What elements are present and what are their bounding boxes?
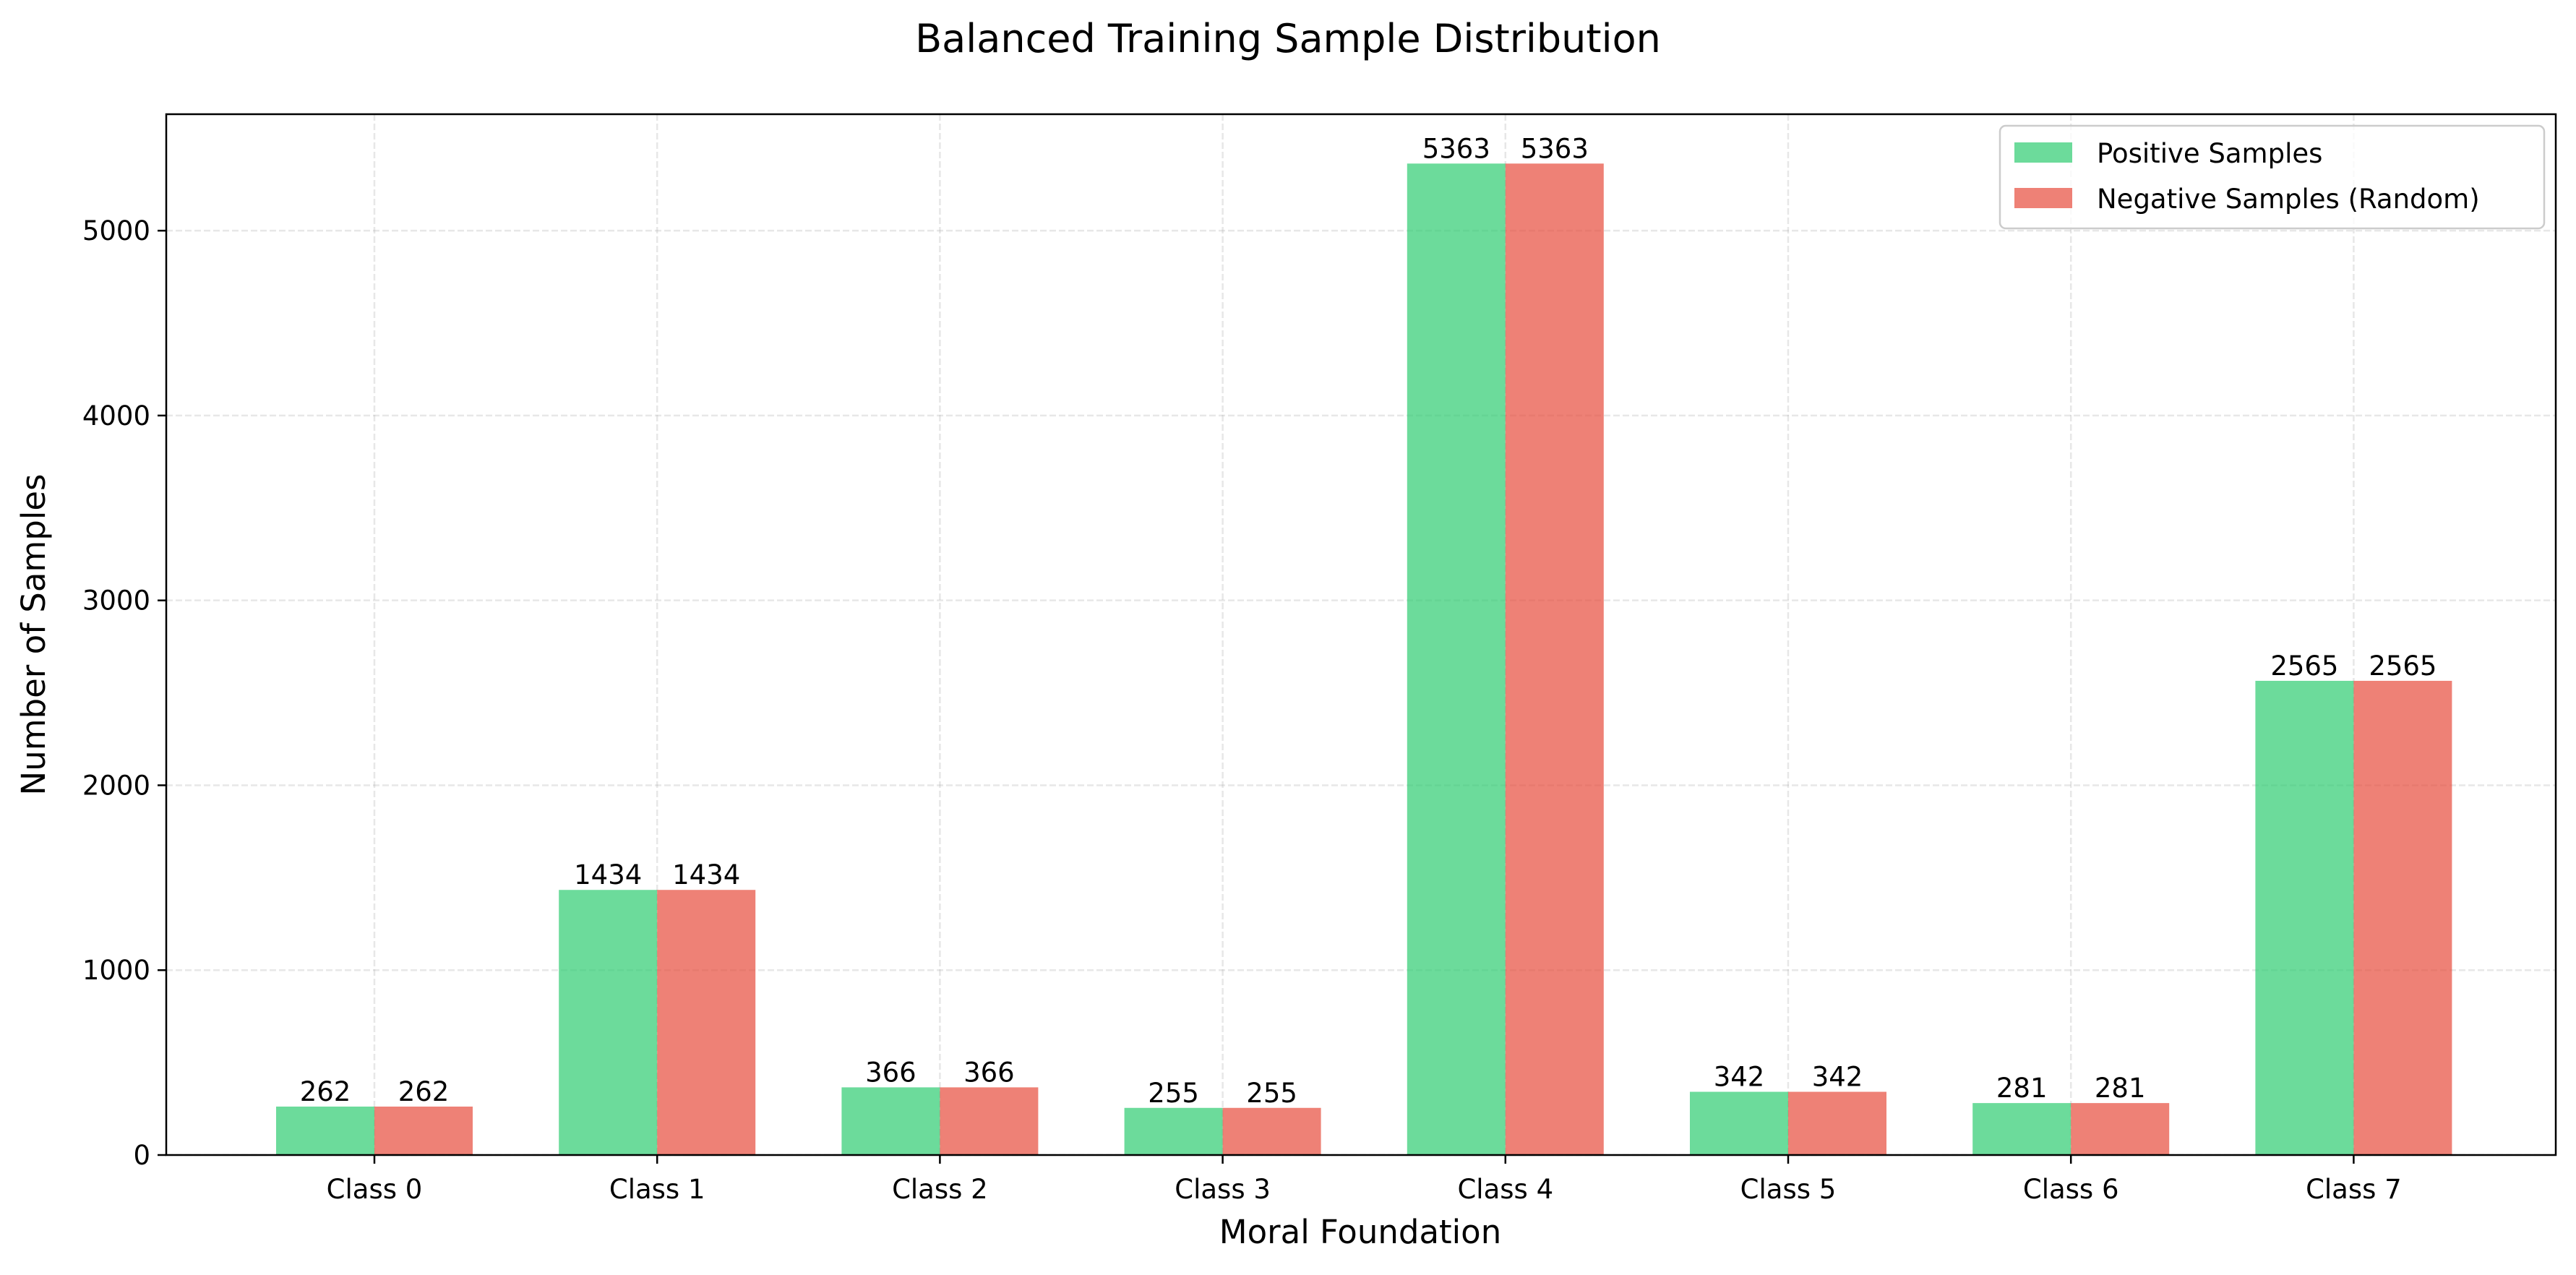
bar-positive: [559, 890, 658, 1155]
legend-swatch-positive: [2014, 142, 2072, 163]
bar-positive: [1972, 1103, 2071, 1155]
x-tick-label: Class 5: [1740, 1174, 1837, 1205]
legend-label-negative: Negative Samples (Random): [2097, 184, 2480, 215]
x-tick-label: Class 1: [609, 1174, 705, 1205]
bar-value-label: 5363: [1422, 133, 1490, 164]
x-tick-label: Class 3: [1175, 1174, 1271, 1205]
bar-value-label: 262: [398, 1076, 450, 1107]
data-labels: 262 1434 366 255 5363 342 281 2565 262 1434 366 255…: [300, 133, 2437, 1108]
bar-positive: [1407, 163, 1506, 1156]
bar-value-label: 1434: [574, 859, 642, 890]
legend-label-positive: Positive Samples: [2097, 138, 2322, 169]
x-axis-label: Moral Foundation: [1219, 1213, 1501, 1251]
bar-value-label: 281: [1996, 1073, 2048, 1104]
y-tick-label: 2000: [82, 770, 150, 801]
legend: Positive Samples Negative Samples (Rando…: [1998, 124, 2546, 230]
y-axis-label: Number of Samples: [14, 474, 53, 796]
bar-value-label: 342: [1714, 1062, 1765, 1093]
bar-negative: [657, 890, 756, 1155]
bar-value-label: 5363: [1521, 133, 1589, 164]
y-tick-label: 3000: [82, 585, 150, 617]
axes: 0 1000 2000 3000 4000 5000 Class 0 Class 1 Class…: [82, 215, 2402, 1205]
bar-positive: [841, 1087, 940, 1155]
bar-negative: [1222, 1107, 1321, 1155]
bar-positive: [1690, 1091, 1788, 1155]
x-tick-label: Class 6: [2023, 1174, 2119, 1205]
bar-negative: [940, 1087, 1039, 1155]
bar-value-label: 366: [865, 1057, 916, 1088]
bar-value-label: 366: [963, 1057, 1015, 1088]
bar-negative: [1505, 163, 1604, 1156]
bar-value-label: 255: [1148, 1078, 1199, 1109]
bar-value-label: 262: [300, 1076, 351, 1107]
bar-value-label: 2565: [2270, 651, 2338, 682]
bar-positive: [2255, 680, 2354, 1155]
bar-positive: [276, 1106, 374, 1155]
plot-area-frame: [165, 113, 2557, 1156]
legend-box: [1998, 124, 2546, 230]
bar-negative: [2071, 1103, 2170, 1155]
bar-value-label: 281: [2095, 1073, 2146, 1104]
bar-value-label: 255: [1246, 1078, 1297, 1109]
bar-value-label: 2565: [2369, 651, 2437, 682]
y-tick-label: 1000: [82, 955, 150, 986]
bar-value-label: 1434: [672, 859, 740, 890]
bar-value-label: 342: [1812, 1062, 1863, 1093]
x-tick-label: Class 2: [892, 1174, 988, 1205]
bar-negative: [374, 1106, 473, 1155]
x-tick-label: Class 0: [327, 1174, 423, 1205]
chart-title: Balanced Training Sample Distribution: [915, 16, 1661, 61]
bar-positive: [1124, 1107, 1223, 1155]
bar-negative: [1788, 1091, 1886, 1155]
bars: [276, 163, 2452, 1156]
x-tick-label: Class 7: [2306, 1174, 2402, 1205]
bar-negative: [2353, 680, 2452, 1155]
y-tick-label: 5000: [82, 215, 150, 246]
legend-swatch-negative: [2014, 188, 2072, 208]
y-tick-label: 0: [133, 1140, 150, 1171]
x-tick-label: Class 4: [1457, 1174, 1553, 1205]
y-tick-label: 4000: [82, 400, 150, 432]
